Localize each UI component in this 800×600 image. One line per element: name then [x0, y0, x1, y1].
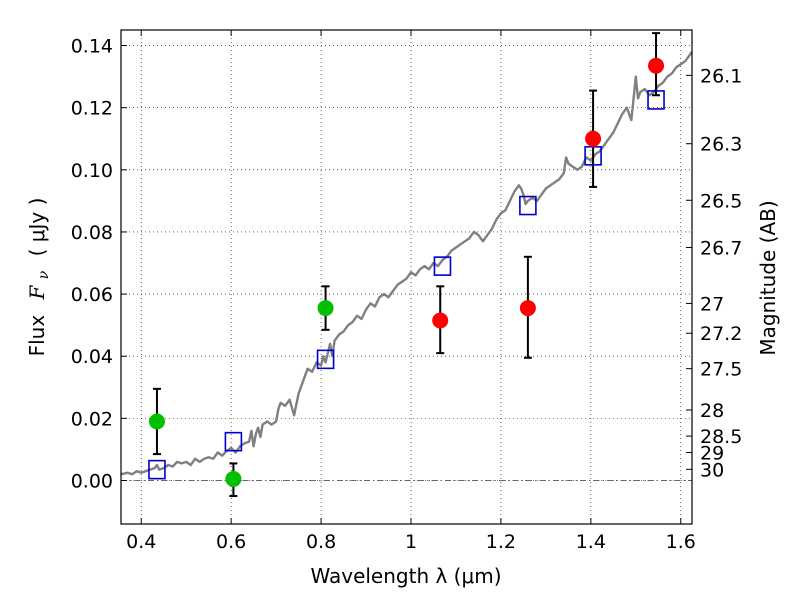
x-tick-label: 0.8 [306, 531, 336, 553]
data-markers [148, 57, 665, 487]
photometry-circle-marker [648, 57, 665, 74]
magnitude-tick-label: 28 [700, 400, 724, 422]
model-square-marker [224, 431, 243, 452]
error-bars [152, 32, 661, 498]
right-axis-title: Magnitude (AB) [756, 200, 780, 355]
y-axis-title-subscript: ν [36, 270, 52, 279]
x-tick-label: 1.6 [666, 531, 696, 553]
model-square-marker [148, 459, 166, 480]
magnitude-tick-label: 26.1 [700, 65, 742, 87]
photometry-circle-marker [225, 470, 242, 487]
magnitude-tick-label: 27.5 [700, 359, 742, 381]
y-axis-title-symbol: F [25, 284, 49, 300]
y-tick-label: 0.06 [71, 284, 113, 306]
x-tick-label: 1.2 [486, 531, 516, 553]
magnitude-tick-label: 27.2 [700, 323, 742, 345]
magnitude-tick-label: 28.5 [700, 426, 742, 448]
y-axis-title-unit: ( μJy ) [25, 198, 49, 257]
photometry-circle-marker [519, 300, 536, 317]
y-axis-title: Flux F ν ( μJy ) [25, 198, 53, 357]
photometry-circle-marker [585, 130, 602, 147]
model-square-marker [519, 195, 537, 216]
y-tick-label: 0.04 [71, 346, 113, 368]
y-tick-label: 0.10 [71, 160, 113, 182]
y-axis-title-prefix: Flux [25, 315, 49, 357]
spectrum-path [120, 51, 693, 476]
magnitude-tick-label: 29 [700, 443, 724, 465]
y-tick-label: 0.00 [71, 471, 113, 493]
spectrum-line [120, 51, 693, 476]
model-square-marker [647, 90, 665, 110]
magnitude-tick-label: 26.5 [700, 190, 742, 212]
photometry-circle-marker [148, 413, 165, 430]
x-tick-label: 1 [405, 531, 417, 553]
y-tick-label: 0.12 [71, 98, 113, 120]
magnitude-tick-label: 26.7 [700, 237, 742, 259]
photometry-circle-marker [432, 312, 449, 329]
x-tick-label: 0.6 [216, 531, 246, 553]
x-tick-label: 1.4 [576, 531, 606, 553]
photometry-circle-marker [317, 300, 334, 317]
y-tick-label: 0.08 [71, 222, 113, 244]
magnitude-tick-label: 26.3 [700, 134, 742, 156]
axis-ticks: 0.4 0.6 0.8 1 1.2 1.4 1.6 0.00 0.02 0.04 0.06 0.08 0… [71, 30, 742, 553]
model-square-marker [433, 256, 452, 276]
x-tick-label: 0.4 [126, 531, 156, 553]
y-tick-label: 0.14 [71, 36, 113, 58]
magnitude-tick-label: 30 [700, 459, 724, 481]
plot-frame [120, 29, 693, 525]
x-axis-title: Wavelength λ (μm) [310, 564, 501, 588]
model-square-marker [584, 146, 602, 166]
y-tick-label: 0.02 [71, 408, 113, 430]
magnitude-tick-label: 27 [700, 293, 724, 315]
model-square-marker [316, 349, 335, 370]
